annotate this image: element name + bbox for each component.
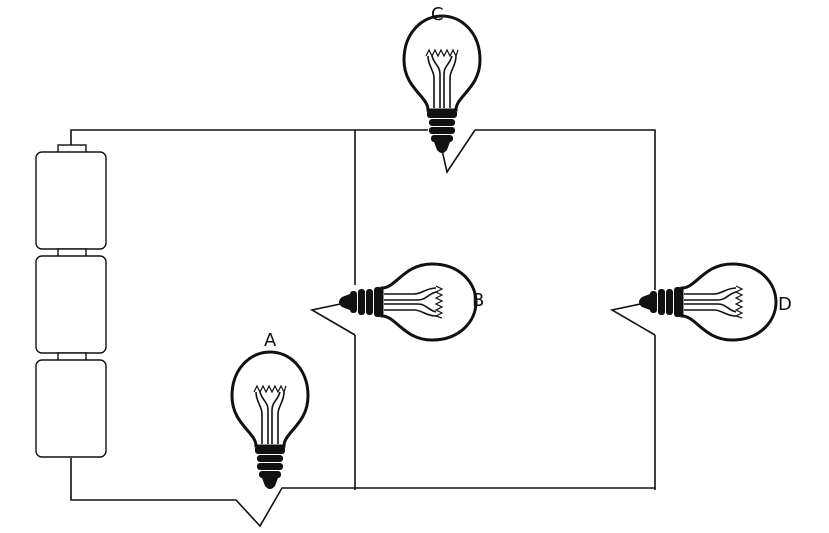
label-a: A	[264, 330, 277, 351]
battery-cell-3	[35, 359, 107, 458]
bulb-b	[337, 262, 478, 342]
bulb-d	[637, 262, 778, 342]
battery-cell-2	[35, 255, 107, 354]
wire-top	[70, 129, 656, 290]
label-c: C	[431, 4, 444, 25]
wire-c-contact	[441, 129, 476, 174]
bulb-c	[402, 14, 482, 155]
label-d: D	[778, 294, 792, 315]
wire-bottom	[70, 458, 655, 528]
circuit-wires	[70, 129, 656, 528]
label-b: B	[472, 290, 484, 311]
wire-b-contact	[309, 302, 356, 336]
battery-cell-1	[35, 151, 107, 250]
wire-d-contact	[609, 302, 656, 490]
bulb-a	[230, 350, 310, 491]
battery	[35, 144, 107, 458]
